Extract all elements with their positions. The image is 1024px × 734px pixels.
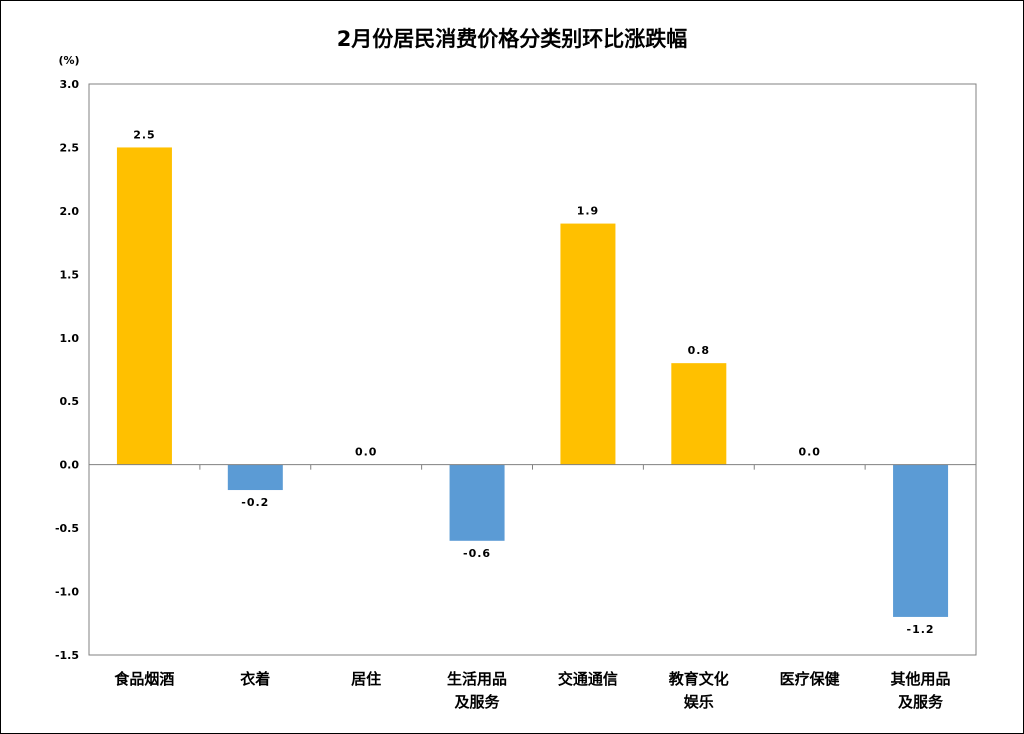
y-tick-label: -1.0 [55,586,79,599]
bar [227,464,283,491]
bar [893,464,949,617]
x-category-label: 居住 [351,670,381,688]
y-tick-label: 2.5 [60,141,80,154]
y-unit-label: (%) [58,54,79,67]
x-category-label: 及服务 [898,693,944,711]
y-tick-label: 3.0 [60,78,80,91]
x-category-label: 及服务 [455,693,501,711]
data-label: -0.6 [463,547,491,560]
x-category-label: 医疗保健 [780,670,840,688]
bar [449,464,505,541]
data-label: 0.0 [355,446,378,459]
data-label: 0.8 [688,344,711,357]
y-tick-label: 0.5 [60,395,80,408]
y-tick-label: -1.5 [55,649,79,662]
x-category-label: 生活用品 [447,670,507,688]
data-label: 2.5 [133,128,156,141]
bar [116,147,172,465]
x-category-label: 食品烟酒 [114,670,174,688]
data-label: 0.0 [798,446,821,459]
y-tick-label: -0.5 [55,522,79,535]
x-category-label: 娱乐 [684,693,714,711]
y-tick-label: 0.0 [60,459,80,472]
bar [671,363,727,465]
bar [560,223,616,465]
x-category-label: 教育文化 [668,670,729,688]
x-category-label: 衣着 [240,670,270,688]
data-label: 1.9 [577,205,600,218]
x-category-label: 其他用品 [891,670,951,688]
x-category-label: 交通通信 [558,670,618,688]
plot-area [88,83,977,656]
y-tick-label: 2.0 [60,205,80,218]
data-label: -0.2 [241,496,269,509]
chart-title: 2月份居民消费价格分类别环比涨跌幅 [336,27,688,51]
data-label: -1.2 [907,623,935,636]
y-tick-label: 1.5 [60,268,80,281]
y-tick-label: 1.0 [60,332,80,345]
